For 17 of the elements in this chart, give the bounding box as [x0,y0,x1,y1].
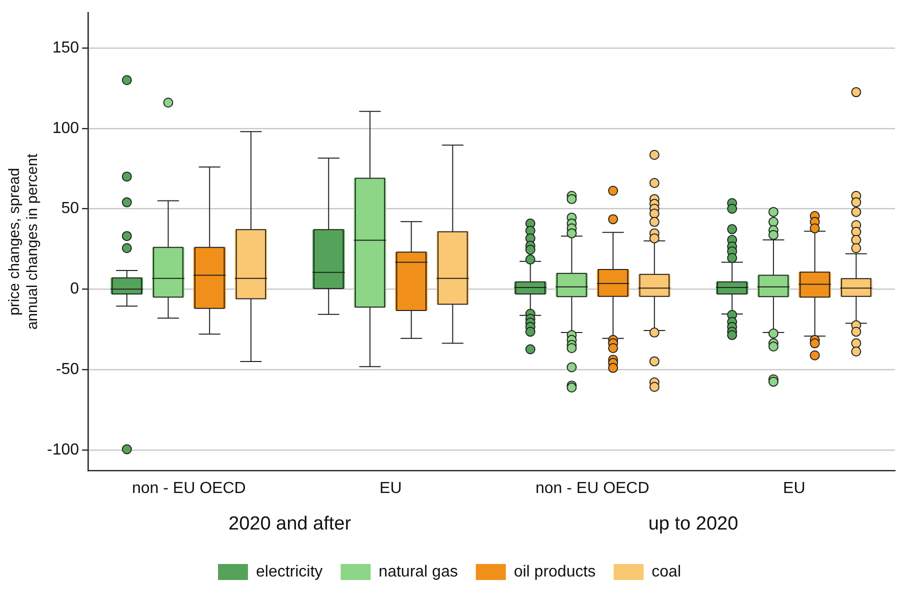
y-tick-label: 0 [70,280,80,298]
y-tick-label: 50 [61,200,80,218]
legend-label: electricity [256,563,323,580]
y-tick-label: -50 [56,360,80,378]
legend-label: natural gas [378,563,458,580]
text: up to 2020 [648,514,738,535]
y-tick-label: -100 [46,441,80,458]
text: 2020 and after [228,514,352,535]
legend-label: coal [652,563,682,580]
legend-label: oil products [514,563,596,580]
x-tick-label: non - EU OECD [535,480,650,497]
x-tick-label: EU [783,480,806,497]
y-tick-label: 150 [52,39,80,56]
y-axis-title: price changes, spread annual changes in percent [6,152,42,330]
x-tick-label: non - EU OECD [132,480,246,497]
y-tick-label: 100 [52,120,80,137]
x-tick-label: EU [380,480,402,497]
